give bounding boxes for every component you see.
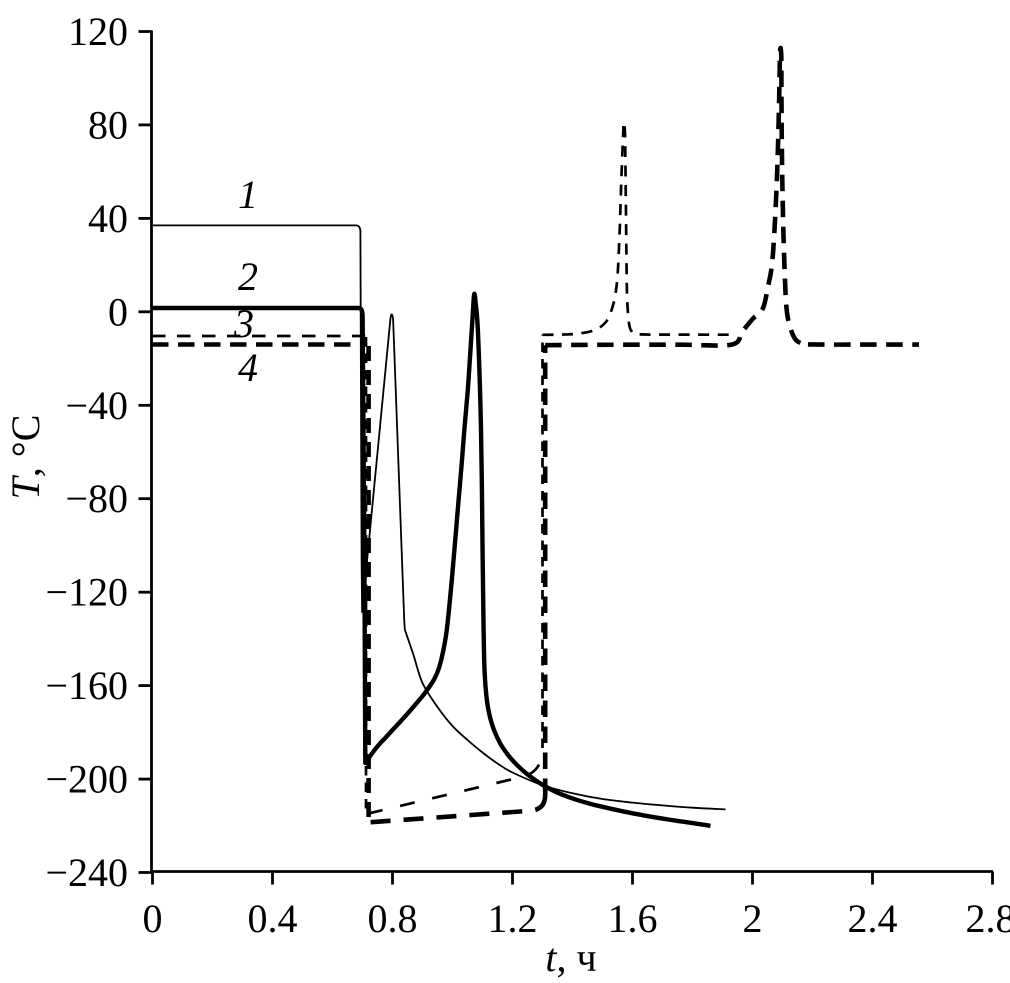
svg-text:0.8: 0.8 [368,896,418,941]
svg-text:80: 80 [88,102,128,147]
svg-text:1.2: 1.2 [488,896,538,941]
svg-text:0: 0 [108,289,128,334]
svg-text:2.4: 2.4 [848,896,898,941]
svg-text:T, °C: T, °C [3,415,48,500]
svg-text:40: 40 [88,196,128,241]
svg-text:−160: −160 [45,663,128,708]
svg-text:−80: −80 [65,476,128,521]
svg-text:3: 3 [233,301,254,346]
svg-text:−200: −200 [45,757,128,802]
svg-text:−240: −240 [45,850,128,895]
svg-text:t, ч: t, ч [545,935,596,980]
svg-text:0: 0 [143,896,163,941]
svg-text:1: 1 [238,172,258,217]
svg-text:0.4: 0.4 [248,896,298,941]
svg-text:2: 2 [238,254,258,299]
svg-text:4: 4 [238,345,258,390]
svg-text:2.8: 2.8 [966,896,1010,941]
svg-text:−40: −40 [65,383,128,428]
svg-text:−120: −120 [45,570,128,615]
svg-text:2: 2 [743,896,763,941]
svg-text:1.6: 1.6 [608,896,658,941]
svg-text:120: 120 [68,9,128,54]
